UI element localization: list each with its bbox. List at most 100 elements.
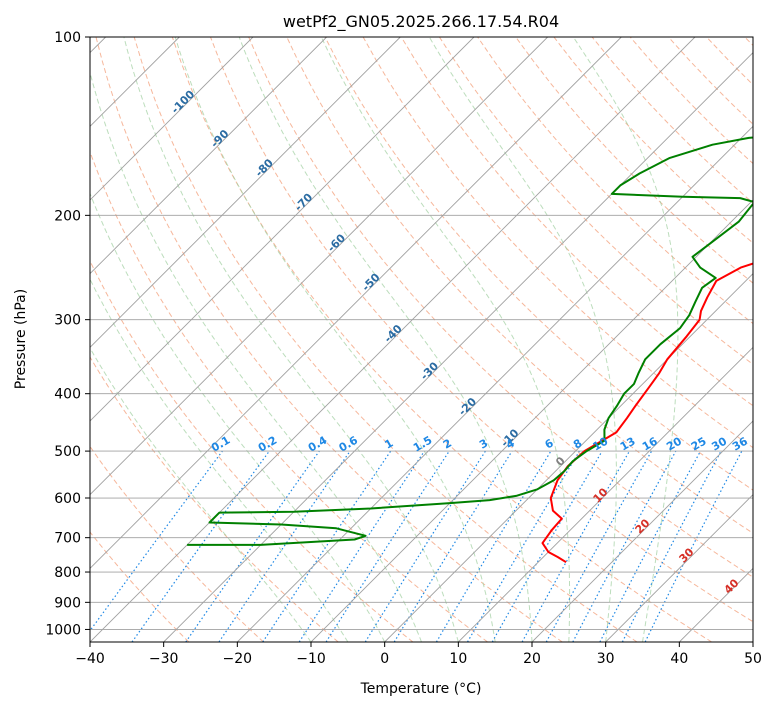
x-tick-label: −10 <box>296 651 326 667</box>
y-tick-label: 200 <box>54 208 81 224</box>
isotherm-line <box>90 37 401 348</box>
mixing-ratio-line <box>262 450 392 642</box>
mixing-ratio-line <box>218 450 351 642</box>
isotherm-line <box>531 420 753 642</box>
isotherm-line <box>384 273 753 642</box>
isotherm-label: -70 <box>292 191 315 214</box>
moist-adiabat-line <box>174 37 496 642</box>
isotherm-line <box>752 641 753 642</box>
axes-group: −40 −30 −20 −10 0 10 20 30 40 50 100 200 300 400 500 60… <box>45 30 762 667</box>
moist-adiabat-line <box>123 37 459 642</box>
dry-adiabat-line <box>90 356 339 642</box>
mixing-ratio-line <box>393 450 513 642</box>
mixing-ratio-line <box>621 450 722 642</box>
isotherm-line <box>90 37 327 275</box>
y-tick-label: 600 <box>54 491 81 507</box>
moist-adiabat-line <box>90 347 312 642</box>
moist-adiabat-line <box>320 37 571 642</box>
isotherm-label: -80 <box>253 156 276 179</box>
isotherm-line <box>237 125 753 642</box>
grid-lines <box>90 37 753 642</box>
y-tick-label: 900 <box>54 595 81 611</box>
isotherm-line <box>90 37 254 201</box>
moist-adiabat-line <box>428 37 617 642</box>
mixing-ratio-line <box>521 450 631 642</box>
x-tick-label: 10 <box>449 651 467 667</box>
mixing-ratio-label: 1 <box>382 437 395 452</box>
isotherm-label: -50 <box>359 270 382 293</box>
isotherm-label: -40 <box>382 322 405 345</box>
isotherm-line <box>90 37 696 642</box>
dry-adiabat-line <box>553 37 753 244</box>
y-tick-label: 700 <box>54 531 81 547</box>
mixing-ratio-line <box>572 450 677 642</box>
isotherm-label: -90 <box>208 127 231 150</box>
moist-adiabat-line <box>90 192 386 642</box>
x-tick-label: 40 <box>670 651 688 667</box>
isotherm-label: -100 <box>169 87 198 116</box>
moist-adiabat-line <box>90 70 422 642</box>
dry-adiabat-line <box>90 531 190 642</box>
x-axis-label: Temperature (°C) <box>360 681 482 697</box>
x-tick-label: −20 <box>223 651 253 667</box>
isotherm-line <box>310 199 753 642</box>
x-tick-label: −40 <box>75 651 105 667</box>
moist-adiabat-label: 40 <box>722 576 742 596</box>
mixing-ratio-line <box>185 450 320 642</box>
dry-adiabat-line <box>90 445 264 642</box>
chart-title: wetPf2_GN05.2025.266.17.54.R04 <box>283 12 559 32</box>
mixing-ratio-label: 2 <box>441 437 454 452</box>
dry-adiabat-line <box>324 37 753 491</box>
dewpoint-profile-line <box>187 136 753 546</box>
y-tick-label: 500 <box>54 444 81 460</box>
moist-adiabat-label: 30 <box>677 545 697 565</box>
y-tick-label: 100 <box>54 30 81 46</box>
y-axis-label: Pressure (hPa) <box>13 289 29 389</box>
mixing-ratio-line <box>466 450 580 642</box>
moist-adiabat-line <box>572 37 679 642</box>
dry-adiabat-line <box>95 37 563 642</box>
isotherm-line <box>679 567 753 642</box>
mixing-ratio-line <box>325 450 450 642</box>
mixing-ratio-line <box>90 450 223 632</box>
x-tick-label: 30 <box>597 651 615 667</box>
mixing-ratio-line <box>644 450 743 642</box>
dry-adiabat-line <box>90 259 414 642</box>
dry-adiabat-line <box>171 37 712 642</box>
moist-adiabat-label: 10 <box>591 485 611 505</box>
dry-adiabat-line <box>515 37 753 284</box>
isotherm-line <box>90 37 475 422</box>
mixing-ratio-label: 30 <box>709 434 729 453</box>
mixing-ratio-line <box>545 450 653 642</box>
isotherm-line <box>163 52 753 642</box>
dry-adiabat-line <box>438 37 753 366</box>
isotherm-line <box>605 494 753 642</box>
y-tick-label: 400 <box>54 387 81 403</box>
y-tick-label: 1000 <box>45 622 81 638</box>
y-tick-label: 300 <box>54 313 81 329</box>
x-tick-label: 0 <box>380 651 389 667</box>
dry-adiabat-line <box>744 37 753 47</box>
mixing-ratio-line <box>298 450 425 642</box>
mixing-ratio-line <box>131 450 270 642</box>
moist-adiabat-label: 20 <box>633 516 653 536</box>
dry-adiabat-line <box>400 37 753 407</box>
dry-adiabat-line <box>133 37 638 642</box>
dry-adiabat-line <box>248 37 753 578</box>
plot-frame <box>89 36 754 643</box>
dry-adiabat-line <box>210 37 753 623</box>
series-group <box>187 136 753 564</box>
mixing-ratio-label: 6 <box>543 436 556 451</box>
isotherm-line <box>90 37 548 496</box>
mixing-ratio-label: 20 <box>664 434 684 453</box>
moist-adiabat-line <box>90 278 349 642</box>
temperature-profile-line <box>541 262 753 564</box>
x-tick-label: 20 <box>523 651 541 667</box>
dry-adiabat-line <box>706 37 753 86</box>
isotherm-label: -60 <box>325 231 348 254</box>
mixing-ratio-line <box>435 450 552 642</box>
isotherm-line <box>458 346 753 642</box>
isotherm-line <box>90 37 622 569</box>
x-tick-label: 50 <box>744 651 762 667</box>
